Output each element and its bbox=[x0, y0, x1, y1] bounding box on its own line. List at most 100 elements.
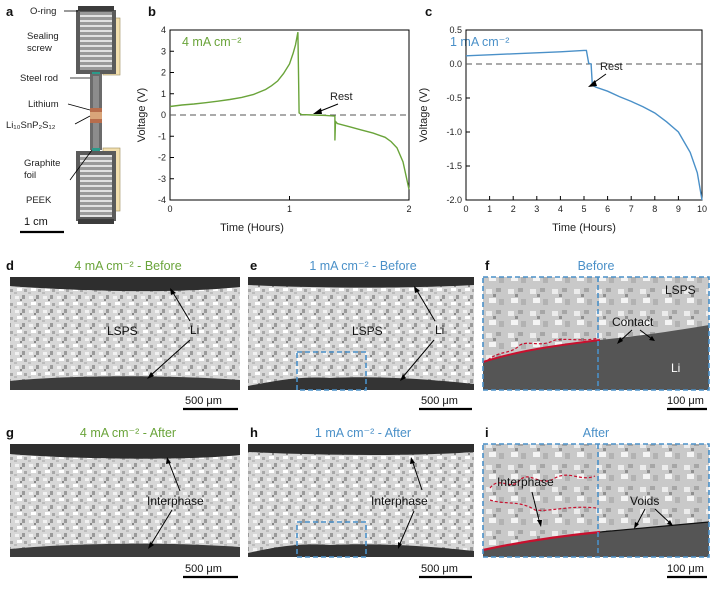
panel-h-title: 1 mA cm⁻² - After bbox=[315, 426, 411, 440]
panel-letter-a: a bbox=[6, 4, 14, 19]
panel-letter-c: c bbox=[425, 4, 432, 19]
panel-i: i After Interphase Voids 100 μm bbox=[482, 425, 710, 579]
label-lsps-formula: Li₁₀SnP₂S₁₂ bbox=[6, 120, 56, 131]
chart-b-ytick-label-8: -4 bbox=[158, 195, 166, 205]
chart-b-xtick-label-1: 1 bbox=[287, 204, 292, 214]
chart-c-ytick-label-4: -1.5 bbox=[446, 161, 462, 171]
label-lsps-f: LSPS bbox=[665, 283, 696, 297]
chart-c-xlabel: Time (Hours) bbox=[552, 222, 616, 234]
scale-label-d: 500 μm bbox=[185, 395, 222, 407]
chart-b-xtick-label-0: 0 bbox=[167, 204, 172, 214]
label-lsps-e: LSPS bbox=[352, 324, 383, 338]
chart-c-xtick-label-1: 1 bbox=[487, 204, 492, 214]
panel-b: b 4 mA cm⁻² 0 1 2 4 3 2 1 0 -1 -2 -3 -4 Time (Hours… bbox=[136, 4, 412, 234]
panel-c: c 1 mA cm⁻² 0 1 2 3 4 5 6 7 8 9 10 0.5 0.0 -0.5 -1.0 -1… bbox=[418, 4, 707, 234]
label-sealing-1: Sealing bbox=[27, 31, 59, 42]
panel-f: f Before LSPS Contact Li 100 μm bbox=[482, 258, 710, 411]
chart-c-series-line-0 bbox=[465, 49, 703, 201]
panel-letter-i: i bbox=[485, 425, 489, 440]
panel-letter-f: f bbox=[485, 258, 490, 273]
chart-b-xtick-label-2: 2 bbox=[406, 204, 411, 214]
label-sealing-2: screw bbox=[27, 43, 52, 54]
panel-g: g 4 mA cm⁻² - After Interphase 500 μm bbox=[6, 425, 240, 579]
chart-b: 0 1 2 4 3 2 1 0 -1 -2 -3 -4 bbox=[158, 25, 412, 214]
label-lithium: Lithium bbox=[28, 99, 59, 110]
chart-c-xtick-label-2: 2 bbox=[511, 204, 516, 214]
micrograph-d bbox=[10, 277, 240, 390]
label-interphase-g: Interphase bbox=[147, 494, 204, 508]
label-contact-f: Contact bbox=[612, 315, 654, 329]
chart-c-ytick-label-1: 0.0 bbox=[449, 59, 462, 69]
cell-schematic bbox=[64, 6, 121, 224]
chart-c-title: 1 mA cm⁻² bbox=[450, 35, 509, 49]
chart-c-xtick-label-3: 3 bbox=[534, 204, 539, 214]
label-graphite-1: Graphite bbox=[24, 158, 60, 169]
panel-a: a O-ring Sealing screw Steel rod bbox=[6, 4, 121, 234]
label-lsps-d: LSPS bbox=[107, 324, 138, 338]
label-voids-i: Voids bbox=[630, 494, 659, 508]
scale-label-i: 100 μm bbox=[667, 563, 704, 575]
micrograph-f bbox=[482, 276, 710, 391]
label-li-e: Li bbox=[435, 323, 444, 337]
chart-b-ytick-label-0: 4 bbox=[161, 25, 166, 35]
chart-c-plot-frame bbox=[465, 29, 703, 201]
panel-e: e 1 mA cm⁻² - Before LSPS Li 500 μm bbox=[248, 258, 474, 411]
scale-label-a: 1 cm bbox=[24, 216, 48, 228]
chart-c-xtick-label-5: 5 bbox=[581, 204, 586, 214]
panel-letter-b: b bbox=[148, 4, 156, 19]
panel-e-title: 1 mA cm⁻² - Before bbox=[309, 259, 416, 273]
chart-c-xtick-label-9: 9 bbox=[676, 204, 681, 214]
label-interphase-h: Interphase bbox=[371, 494, 428, 508]
label-graphite-2: foil bbox=[24, 170, 36, 181]
chart-b-title: 4 mA cm⁻² bbox=[182, 35, 241, 49]
chart-c-ytick-label-3: -1.0 bbox=[446, 127, 462, 137]
label-li-d: Li bbox=[190, 323, 199, 337]
chart-b-ytick-label-1: 3 bbox=[161, 46, 166, 56]
label-interphase-i: Interphase bbox=[497, 475, 554, 489]
micrograph-e bbox=[248, 277, 474, 391]
scale-label-f: 100 μm bbox=[667, 395, 704, 407]
chart-b-ytick-label-3: 1 bbox=[161, 89, 166, 99]
micrograph-h bbox=[248, 444, 474, 558]
panel-d-title: 4 mA cm⁻² - Before bbox=[74, 259, 181, 273]
chart-b-ytick-label-5: -1 bbox=[158, 131, 166, 141]
chart-b-ylabel: Voltage (V) bbox=[136, 88, 148, 142]
chart-c-ylabel: Voltage (V) bbox=[418, 88, 430, 142]
chart-c-ytick-label-5: -2.0 bbox=[446, 195, 462, 205]
micrograph-g bbox=[10, 444, 240, 557]
label-li-f: Li bbox=[671, 361, 680, 375]
chart-c-rest-label: Rest bbox=[600, 61, 623, 73]
label-oring: O-ring bbox=[30, 6, 56, 17]
chart-c-ytick-label-2: -0.5 bbox=[446, 93, 462, 103]
chart-c-xtick-label-0: 0 bbox=[463, 204, 468, 214]
panel-letter-d: d bbox=[6, 258, 14, 273]
panel-letter-h: h bbox=[250, 425, 258, 440]
chart-c-xtick-label-7: 7 bbox=[629, 204, 634, 214]
chart-c-xtick-label-6: 6 bbox=[605, 204, 610, 214]
scale-label-h: 500 μm bbox=[421, 563, 458, 575]
chart-c-ytick-label-0: 0.5 bbox=[449, 25, 462, 35]
chart-c-xtick-label-10: 10 bbox=[697, 204, 707, 214]
chart-c: 0 1 2 3 4 5 6 7 8 9 10 0.5 0.0 -0.5 -1.0 -1.5 -2.0 bbox=[446, 25, 707, 214]
panel-letter-g: g bbox=[6, 425, 14, 440]
label-peek: PEEK bbox=[26, 195, 52, 206]
chart-c-xtick-label-4: 4 bbox=[558, 204, 563, 214]
scale-label-g: 500 μm bbox=[185, 563, 222, 575]
panel-d: d 4 mA cm⁻² - Before LSPS Li 500 μm bbox=[6, 258, 240, 411]
chart-b-ytick-label-2: 2 bbox=[161, 68, 166, 78]
panel-h: h 1 mA cm⁻² - After Interphase 500 μm bbox=[248, 425, 474, 579]
chart-b-ytick-label-4: 0 bbox=[161, 110, 166, 120]
panel-g-title: 4 mA cm⁻² - After bbox=[80, 426, 176, 440]
panel-letter-e: e bbox=[250, 258, 257, 273]
panel-f-title: Before bbox=[578, 259, 615, 273]
chart-b-ytick-label-6: -2 bbox=[158, 153, 166, 163]
scale-label-e: 500 μm bbox=[421, 395, 458, 407]
chart-c-xtick-label-8: 8 bbox=[652, 204, 657, 214]
chart-b-ytick-label-7: -3 bbox=[158, 174, 166, 184]
chart-b-rest-label: Rest bbox=[330, 91, 353, 103]
chart-b-series-line-0 bbox=[169, 31, 410, 190]
label-steel-rod: Steel rod bbox=[20, 73, 58, 84]
panel-i-title: After bbox=[583, 426, 609, 440]
micrograph-i bbox=[482, 443, 710, 558]
